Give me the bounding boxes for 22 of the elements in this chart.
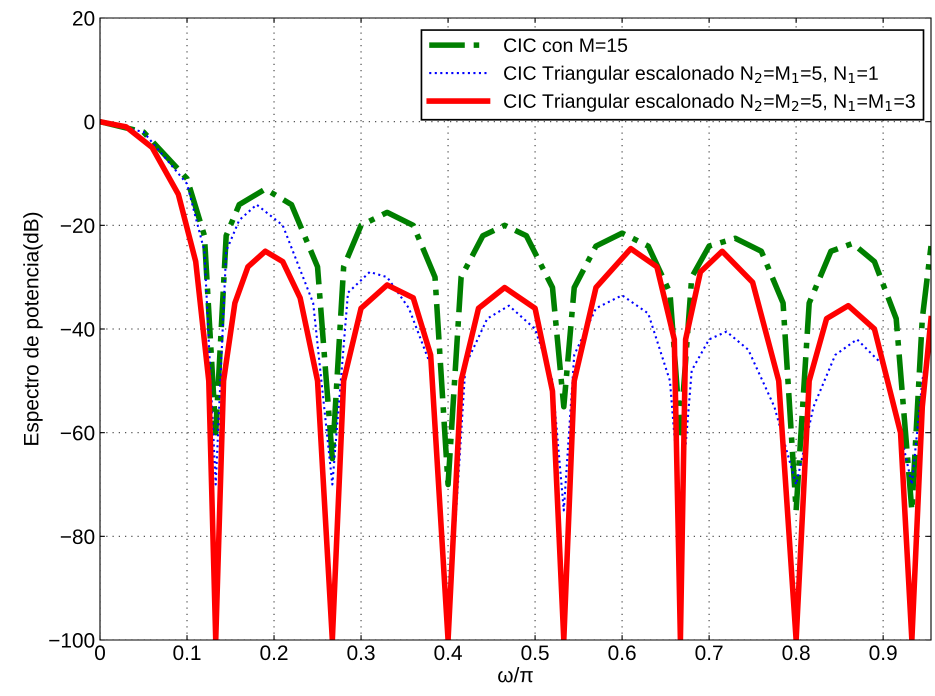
y-tick-label: −60 [60,426,94,440]
y-tick-label: −100 [49,633,94,648]
x-tick-label: 0 [95,645,105,660]
text: CIC Triangular escalonado N$_{2}$=M$_{2}$=5, N$_{1}$=M$_{1}$=3 [504,94,915,112]
x-tick-label: 0.1 [173,645,200,660]
x-tick-label: 0.9 [869,645,897,660]
y-tick-label: 20 [73,11,94,26]
x-axis-title: ω/π [498,667,533,682]
x-tick-label: 0.4 [434,645,462,660]
x-tick-label: 0.5 [521,645,549,660]
x-tick-label: 0.2 [260,645,288,660]
y-tick-label: −40 [60,322,94,337]
y-tick-label: −20 [60,218,94,234]
legend-label: CIC con M=15 [504,38,628,52]
y-tick-label: 0 [84,114,94,130]
y-axis-title: Espectro de potencia(dB) [23,212,43,445]
x-tick-label: 0.8 [782,645,810,660]
x-tick-label: 0.7 [695,645,723,660]
x-tick-label: 0.3 [347,645,375,660]
x-tick-label: 0.6 [608,645,636,660]
legend-label: CIC Triangular escalonado N$_{2}$=M$_{1}$=5, N$_{1}$=1 [504,66,878,84]
y-tick-label: −80 [60,529,94,544]
